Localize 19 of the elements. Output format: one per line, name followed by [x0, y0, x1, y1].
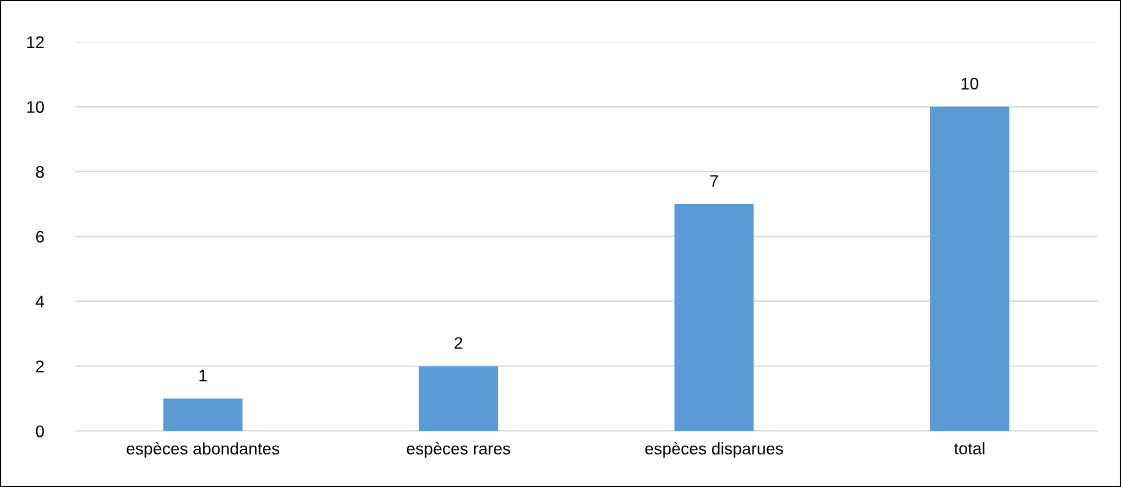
data-label: 2: [454, 337, 463, 349]
bar: [930, 106, 1010, 431]
x-tick-label: espèces rares: [406, 442, 511, 458]
x-tick-label: espèces abondantes: [126, 442, 280, 458]
data-label: 10: [961, 77, 979, 90]
bar: [674, 204, 754, 431]
y-tick-label: 4: [35, 295, 45, 308]
data-label: 1: [199, 369, 207, 382]
bar: [163, 398, 243, 431]
y-tick-label: 8: [36, 165, 44, 178]
y-tick-label: 6: [36, 230, 44, 243]
y-tick-label: 10: [27, 101, 44, 113]
y-tick-label: 2: [36, 360, 44, 373]
y-tick-label: 12: [27, 36, 44, 48]
bar: [418, 366, 499, 431]
y-tick-label: 0: [35, 425, 44, 438]
x-tick-label: total: [954, 442, 985, 455]
x-tick-label: espèces disparues: [645, 442, 783, 458]
data-label: 7: [710, 175, 718, 187]
